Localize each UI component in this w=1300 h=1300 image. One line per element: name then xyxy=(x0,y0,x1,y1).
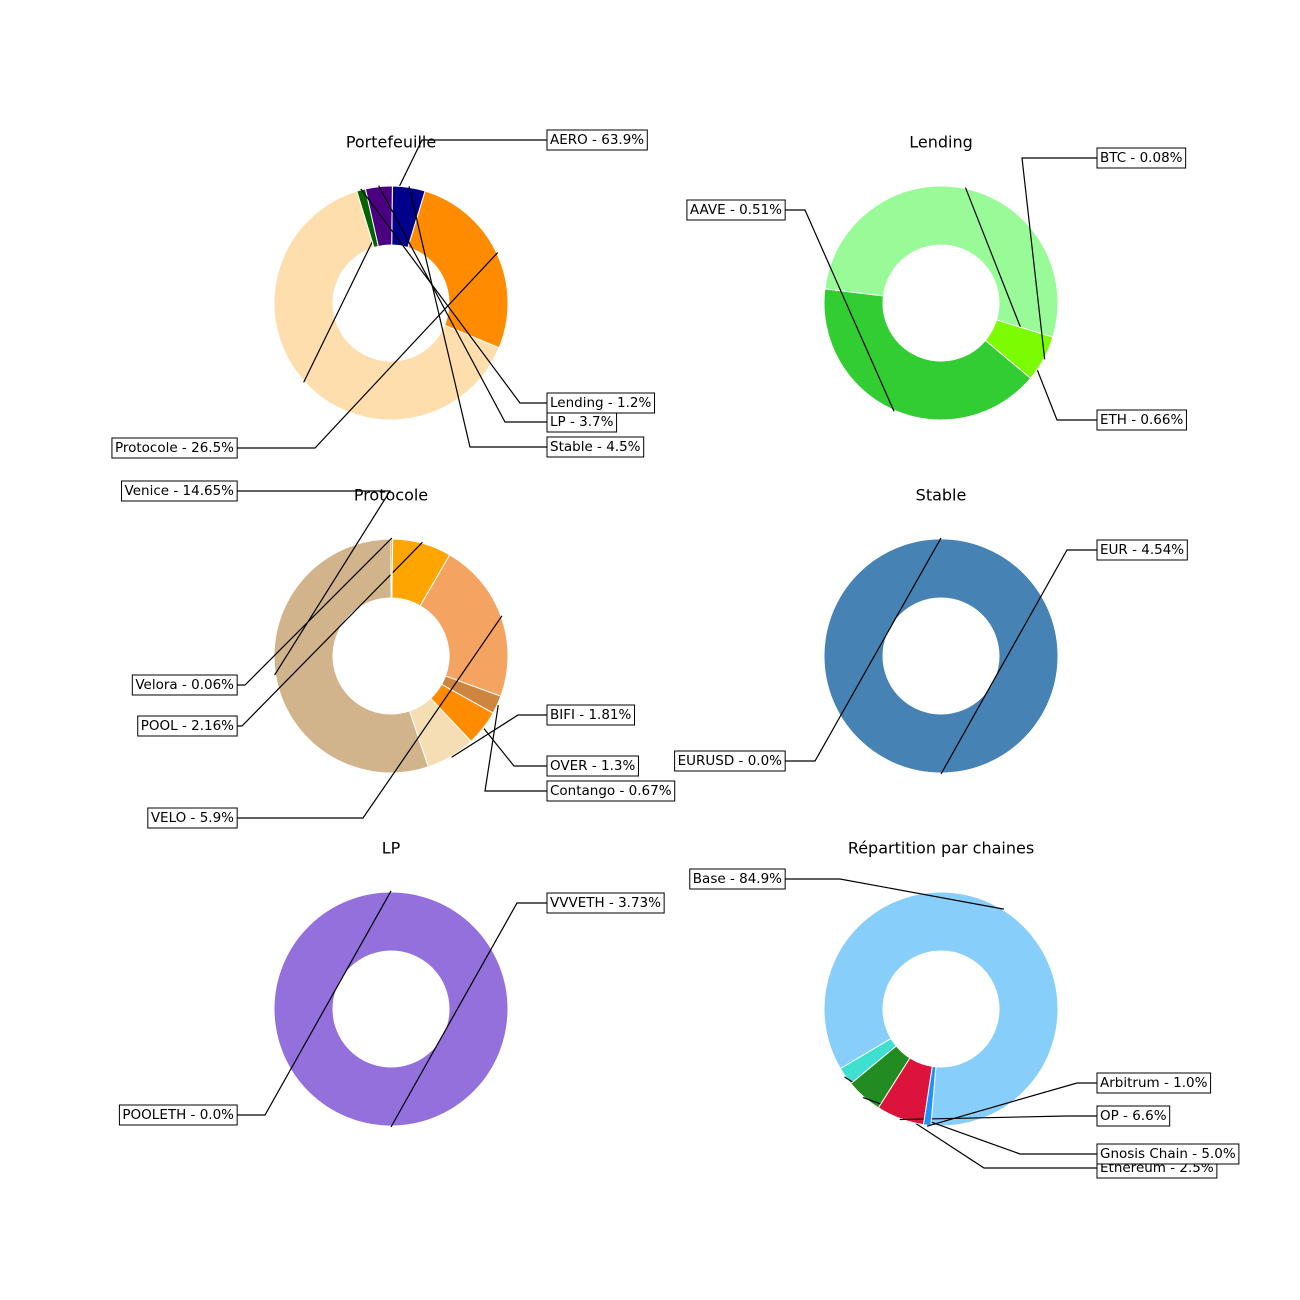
chart-title: Stable xyxy=(916,486,967,505)
callout-leader-line xyxy=(237,541,423,727)
callout-leader-line xyxy=(237,615,503,819)
slice-label-box xyxy=(1096,1072,1212,1094)
slice-label-box xyxy=(1096,1105,1171,1127)
callout-leader-line xyxy=(785,537,942,762)
callout-leader-line xyxy=(378,185,547,423)
pie-slice xyxy=(984,319,1054,379)
callout-leader-line xyxy=(940,549,1097,775)
slice-label: POOLETH - 0.0% xyxy=(122,1107,234,1123)
donut-chart-stable: Stable xyxy=(785,486,1097,775)
slice-label: LP - 3.7% xyxy=(550,414,614,430)
pie-slice xyxy=(823,538,1059,774)
callout-leader-line xyxy=(451,714,547,758)
slice-label: Lending - 1.2% xyxy=(550,395,652,411)
callout-leader-line xyxy=(360,188,547,404)
slice-label-box xyxy=(121,480,238,502)
pie-slice xyxy=(407,190,509,349)
slice-label-box xyxy=(1096,147,1187,169)
callout-leader-line xyxy=(785,209,895,412)
slice-label: EURUSD - 0.0% xyxy=(678,753,783,769)
pie-slice xyxy=(390,538,394,599)
pie-slice xyxy=(356,188,379,249)
slice-label: Velora - 0.06% xyxy=(135,677,234,693)
slice-label-box xyxy=(686,199,786,221)
callout-leader-line xyxy=(390,902,547,1128)
callout-leader-line xyxy=(964,187,1097,421)
slice-label: AERO - 63.9% xyxy=(550,132,644,148)
slice-label-box xyxy=(546,892,665,914)
pie-slice xyxy=(823,891,1059,1127)
callout-leader-line xyxy=(484,705,547,792)
slice-label: POOL - 2.16% xyxy=(141,718,234,734)
slice-label-box xyxy=(1096,1143,1240,1165)
slice-label: BTC - 0.08% xyxy=(1100,150,1183,166)
callout-leader-line xyxy=(483,728,547,767)
slice-label-box xyxy=(1096,539,1188,561)
donut-chart-r-partition-par-chaines: Répartition par chaines xyxy=(785,839,1097,1169)
donut-chart-lp: LP xyxy=(237,839,547,1128)
chart-title: LP xyxy=(382,839,401,858)
slice-label: OVER - 1.3% xyxy=(550,758,635,774)
slice-label-box xyxy=(131,674,238,696)
callout-leader-line xyxy=(785,878,1004,910)
slice-label-box xyxy=(546,704,636,726)
slice-label-box xyxy=(546,129,648,151)
chart-title: Protocole xyxy=(354,486,428,505)
slice-label-box xyxy=(546,780,676,802)
slice-label: Protocole - 26.5% xyxy=(115,440,234,456)
slice-label: VELO - 5.9% xyxy=(151,810,234,826)
slice-label-box xyxy=(689,868,786,890)
slice-label: ETH - 0.66% xyxy=(1100,412,1183,428)
slice-label-box xyxy=(111,437,238,459)
callout-leader-line xyxy=(237,537,393,686)
slice-label-box xyxy=(674,750,786,772)
slice-label: Venice - 14.65% xyxy=(125,483,235,499)
slice-label: OP - 6.6% xyxy=(1100,1108,1167,1124)
pie-slice xyxy=(824,185,1059,338)
slice-label-box xyxy=(137,715,238,737)
slice-label-box xyxy=(546,392,656,414)
donut-chart-lending: Lending xyxy=(785,133,1097,421)
pie-slice xyxy=(273,538,430,774)
callout-leader-line xyxy=(1021,157,1097,360)
slice-label-box xyxy=(1096,409,1187,431)
slice-label: AAVE - 0.51% xyxy=(690,202,782,218)
slice-label: BIFI - 1.81% xyxy=(550,707,632,723)
slice-label: Gnosis Chain - 5.0% xyxy=(1100,1146,1236,1162)
slice-label: Stable - 4.5% xyxy=(550,439,641,455)
pie-slice xyxy=(922,1065,937,1127)
pie-slice xyxy=(823,288,1032,421)
slice-label: VVVETH - 3.73% xyxy=(550,895,661,911)
pie-slice xyxy=(273,190,500,421)
donut-chart-portefeuille: Portefeuille xyxy=(237,133,547,449)
callout-leader-line xyxy=(408,186,547,448)
slice-label-box xyxy=(147,807,238,829)
slice-label: Arbitrum - 1.0% xyxy=(1100,1075,1208,1091)
pie-slice xyxy=(419,554,509,697)
chart-title: Répartition par chaines xyxy=(848,839,1034,858)
pie-slice xyxy=(273,891,509,1127)
slice-label-box xyxy=(118,1104,238,1126)
callout-leader-line xyxy=(237,490,392,676)
slice-label-box xyxy=(546,755,639,777)
callout-leader-line xyxy=(237,890,392,1116)
slice-label-box xyxy=(546,436,645,458)
slice-label: EUR - 4.54% xyxy=(1100,542,1184,558)
donut-chart-protocole: Protocole xyxy=(237,486,547,819)
chart-title: Lending xyxy=(909,133,973,152)
callout-leader-line xyxy=(237,252,499,449)
slice-label: Base - 84.9% xyxy=(693,871,782,887)
slice-label: Contango - 0.67% xyxy=(550,783,672,799)
callout-leader-line xyxy=(926,1082,1097,1127)
chart-title: Portefeuille xyxy=(346,133,436,152)
callout-leader-line xyxy=(303,139,547,383)
